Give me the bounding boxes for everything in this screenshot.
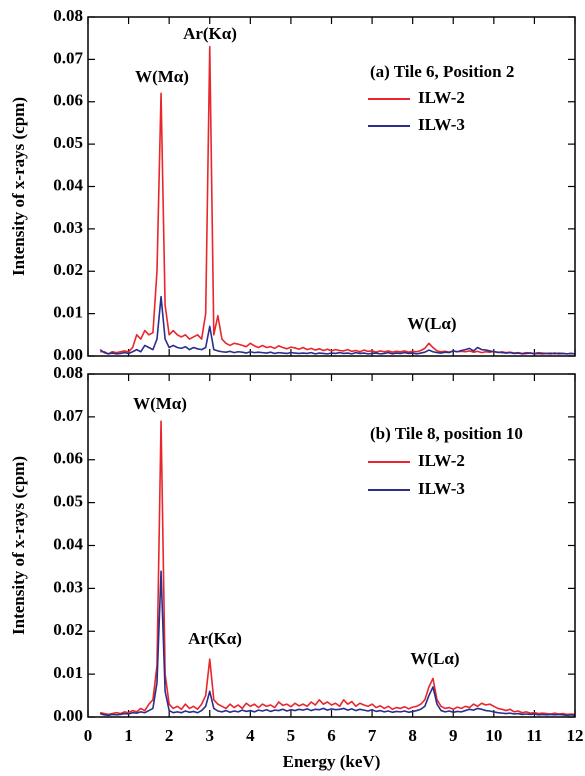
x-tick-label: 10 [485,726,502,745]
annotation: W(Mα) [133,394,187,413]
legend-label: ILW-3 [418,479,465,498]
x-tick-label: 12 [567,726,584,745]
legend-label: ILW-3 [418,115,465,134]
plot-frame [87,16,576,357]
x-tick-label: 5 [287,726,296,745]
annotation: W(Lα) [407,314,456,333]
x-tick-label: 4 [246,726,255,745]
y-tick-label: 0.04 [53,175,83,194]
annotation: W(Lα) [410,649,459,668]
y-tick-label: 0.02 [53,620,83,639]
x-tick-label: 6 [327,726,336,745]
y-tick-label: 0.07 [53,48,83,67]
y-axis-label: Intensity of x-rays (cpm) [9,456,28,635]
annotation: Ar(Kα) [188,629,242,648]
y-tick-label: 0.00 [53,345,83,364]
y-tick-label: 0.06 [53,449,83,468]
panel-label: (b) Tile 8, position 10 [370,424,523,443]
x-tick-label: 11 [526,726,542,745]
plot-frame [87,373,576,718]
series-line [100,45,576,355]
y-tick-label: 0.04 [53,534,83,553]
y-tick-label: 0.05 [53,492,83,511]
x-axis-label: Energy (keV) [283,752,381,771]
y-tick-label: 0.05 [53,133,83,152]
series-line [99,295,576,355]
x-tick-label: 9 [449,726,458,745]
x-tick-label: 7 [368,726,377,745]
y-tick-label: 0.02 [53,260,83,279]
y-tick-label: 0.08 [53,363,83,382]
legend-label: ILW-2 [418,88,465,107]
series-line [99,570,576,717]
x-tick-label: 2 [165,726,174,745]
annotation: W(Mα) [135,67,189,86]
x-tick-label: 1 [124,726,133,745]
x-tick-label: 0 [84,726,93,745]
annotation: Ar(Kα) [183,24,237,43]
y-tick-label: 0.01 [53,303,83,322]
y-tick-label: 0.03 [53,577,83,596]
series-line [100,420,576,716]
y-tick-label: 0.06 [53,91,83,110]
legend-label: ILW-2 [418,451,465,470]
panel-label: (a) Tile 6, Position 2 [370,62,514,81]
y-tick-label: 0.08 [53,6,83,25]
y-tick-label: 0.07 [53,406,83,425]
y-tick-label: 0.03 [53,218,83,237]
y-tick-label: 0.00 [53,706,83,725]
y-tick-label: 0.01 [53,663,83,682]
y-axis-label: Intensity of x-rays (cpm) [9,97,28,276]
x-tick-label: 8 [408,726,417,745]
x-tick-label: 3 [206,726,215,745]
